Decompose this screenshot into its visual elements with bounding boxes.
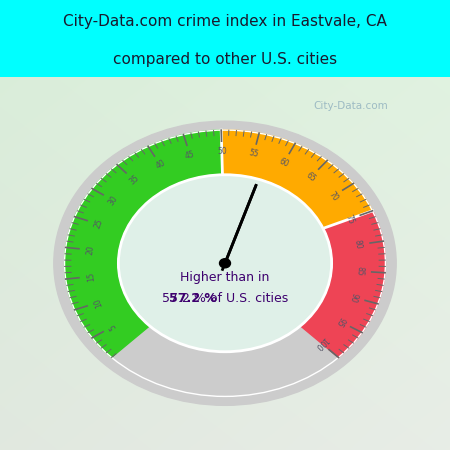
Wedge shape	[221, 130, 373, 229]
Text: compared to other U.S. cities: compared to other U.S. cities	[113, 52, 337, 67]
Text: 40: 40	[154, 158, 167, 171]
Text: 95: 95	[334, 315, 346, 328]
Wedge shape	[64, 130, 222, 357]
Text: 55: 55	[248, 148, 259, 159]
Text: 90: 90	[348, 291, 360, 303]
Text: 10: 10	[93, 297, 104, 309]
Text: 85: 85	[355, 266, 365, 276]
Text: 25: 25	[93, 218, 104, 230]
Text: 45: 45	[184, 149, 196, 161]
Text: 65: 65	[304, 170, 318, 184]
Text: 70: 70	[327, 189, 340, 202]
Text: 80: 80	[353, 239, 363, 250]
Text: Higher than in: Higher than in	[180, 271, 270, 284]
Text: 57.2 % of U.S. cities: 57.2 % of U.S. cities	[162, 292, 288, 306]
Text: 100: 100	[312, 334, 329, 351]
Text: 57.2 %: 57.2 %	[169, 292, 217, 306]
Text: 75: 75	[343, 213, 355, 225]
Circle shape	[118, 175, 332, 352]
Text: 35: 35	[127, 174, 141, 187]
Circle shape	[220, 259, 230, 268]
Text: 50: 50	[217, 147, 227, 156]
Text: 20: 20	[86, 245, 96, 255]
Text: City-Data.com: City-Data.com	[314, 101, 388, 112]
Text: 30: 30	[107, 194, 120, 207]
Text: 15: 15	[86, 271, 96, 282]
Circle shape	[54, 121, 396, 405]
Text: 5: 5	[108, 321, 118, 331]
Wedge shape	[301, 211, 386, 357]
Text: 60: 60	[278, 156, 290, 169]
Text: City-Data.com crime index in Eastvale, CA: City-Data.com crime index in Eastvale, C…	[63, 14, 387, 29]
